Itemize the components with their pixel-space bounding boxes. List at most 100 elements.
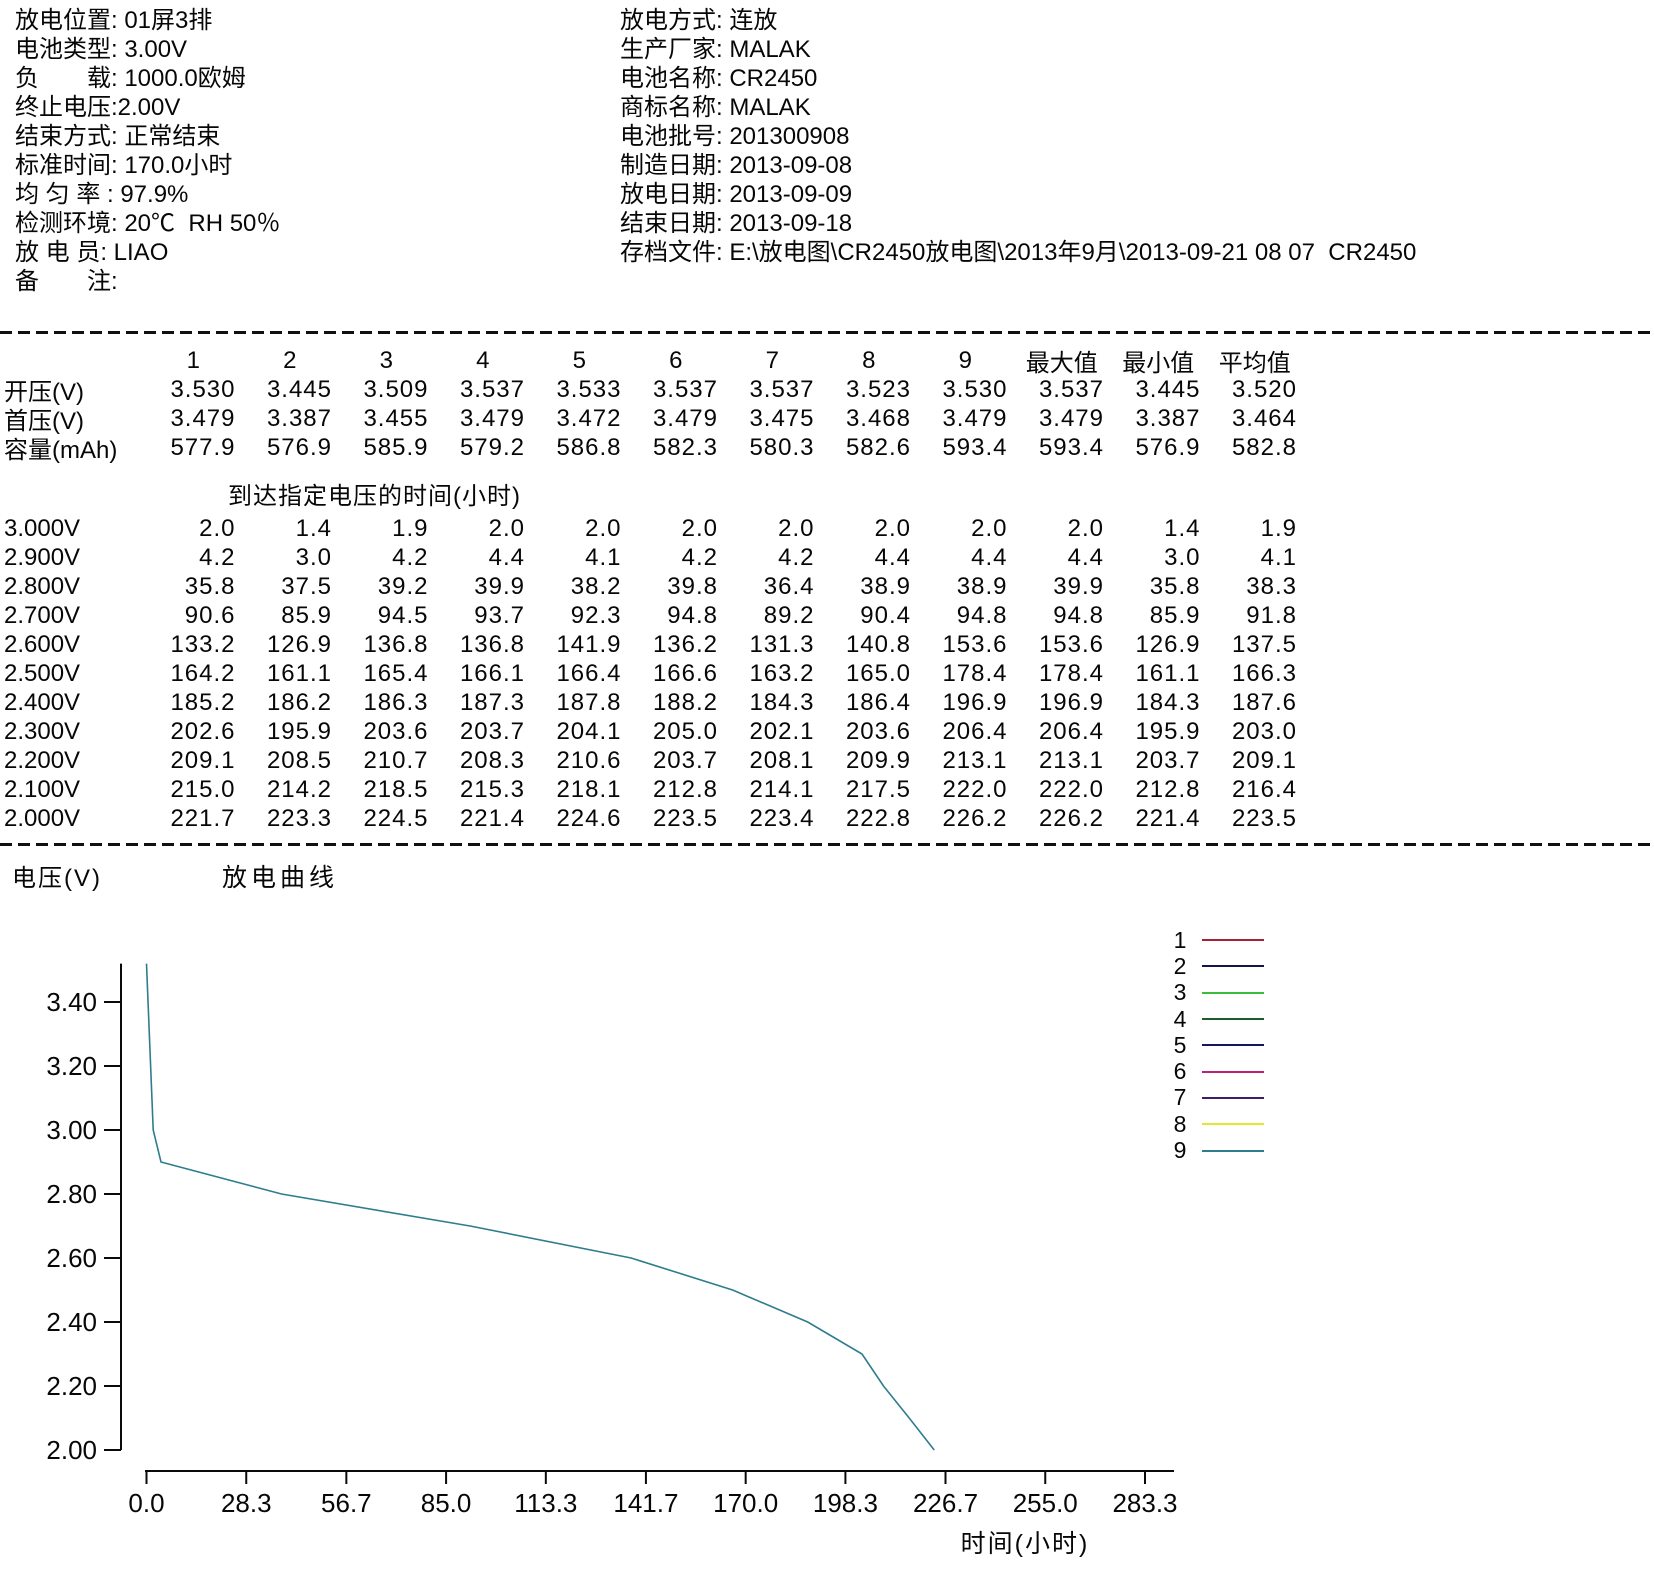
legend-label: 5: [1173, 1031, 1187, 1058]
cell-value: 39.8: [667, 572, 718, 600]
report-info-right-column: 放电方式: 连放 生产厂家: MALAK 电池名称: CR2450 商标名称: MAL…: [620, 6, 1416, 267]
cell-value: 214.1: [749, 775, 815, 803]
table-row: 3.000V 2.0 1.4 1.9 2.0 2.0 2.0 2.0 2.0 2.0 2.0 1.4 1…: [0, 514, 1303, 543]
cell-value: 593.4: [1038, 433, 1104, 461]
cell-value: 4.2: [199, 543, 236, 571]
cell-value: 223.4: [749, 804, 815, 832]
cell-value: 593.4: [942, 433, 1008, 461]
cell-value: 196.9: [1038, 688, 1104, 716]
row-label: 开压(V): [4, 379, 84, 406]
cell-value: 213.1: [942, 746, 1008, 774]
legend-line-swatch: [1202, 991, 1264, 994]
table-row: 2.500V 164.2 161.1 165.4 166.1 166.4 166.6 163.…: [0, 659, 1303, 688]
cell-value: 210.6: [556, 746, 622, 774]
table-row: 开压(V) 3.530 3.445 3.509 3.537 3.533 3.537 3.537…: [0, 372, 1303, 407]
cell-value: 224.5: [363, 804, 429, 832]
table-row: 2.000V 221.7 223.3 224.5 221.4 224.6 223.5 223.…: [0, 804, 1303, 833]
column-header: 6: [669, 346, 683, 374]
cell-value: 165.4: [363, 659, 429, 687]
cell-value: 2.0: [874, 514, 911, 542]
legend-label: 4: [1173, 1005, 1187, 1032]
cell-value: 38.3: [1246, 572, 1297, 600]
cell-value: 39.9: [1053, 572, 1104, 600]
table-row: 首压(V) 3.479 3.387 3.455 3.479 3.472 3.479 3.475…: [0, 401, 1303, 436]
cell-value: 3.520: [1231, 375, 1297, 403]
legend-item: 9: [1168, 1137, 1264, 1163]
cell-value: 4.4: [971, 543, 1008, 571]
cell-value: 166.6: [652, 659, 718, 687]
cell-value: 208.1: [749, 746, 815, 774]
cell-value: 576.9: [1135, 433, 1201, 461]
row-label: 2.900V: [4, 543, 81, 571]
row-label: 2.100V: [4, 775, 81, 803]
cell-value: 2.0: [199, 514, 236, 542]
info-row: 生产厂家: MALAK: [620, 36, 811, 63]
cell-value: 222.8: [845, 804, 911, 832]
cell-value: 2.0: [971, 514, 1008, 542]
info-row: 结束方式: 正常结束: [15, 123, 221, 150]
cell-value: 218.1: [556, 775, 622, 803]
table-row: 2.400V 185.2 186.2 186.3 187.3 187.8 188.2 184.…: [0, 688, 1303, 717]
row-label: 2.800V: [4, 572, 81, 600]
cell-value: 35.8: [184, 572, 236, 600]
cell-value: 212.8: [652, 775, 718, 803]
x-tick-label: 170.0: [713, 1488, 778, 1518]
cell-value: 184.3: [749, 688, 815, 716]
legend-label: 2: [1173, 952, 1187, 979]
x-tick-label: 85.0: [421, 1488, 472, 1518]
info-row: 商标名称: MALAK: [620, 94, 811, 121]
cell-value: 187.3: [459, 688, 525, 716]
cell-value: 3.523: [845, 375, 911, 403]
cell-value: 195.9: [1135, 717, 1201, 745]
legend-item: 1: [1168, 927, 1264, 953]
cell-value: 221.4: [1135, 804, 1201, 832]
cell-value: 186.4: [845, 688, 911, 716]
cell-value: 215.0: [170, 775, 236, 803]
discharge-curve: [145, 963, 935, 1451]
row-label: 2.700V: [4, 601, 81, 629]
cell-value: 195.9: [266, 717, 332, 745]
cell-value: 209.1: [1231, 746, 1297, 774]
row-label: 2.400V: [4, 688, 81, 716]
cell-value: 3.479: [1038, 404, 1104, 432]
y-tick-label: 3.00: [46, 1115, 97, 1145]
x-tick-label: 113.3: [514, 1488, 577, 1518]
discharge-curve-chart: 3.40 3.20 3.00 2.80 2.60 2.40 2.20 2.00 0.0 28.3 5…: [46, 963, 1178, 1518]
cell-value: 1.4: [1164, 514, 1201, 542]
legend-line-swatch: [1202, 1018, 1264, 1021]
column-header: 平均值: [1218, 350, 1291, 377]
x-tick-label: 28.3: [221, 1488, 272, 1518]
cell-value: 161.1: [1135, 659, 1201, 687]
cell-value: 205.0: [652, 717, 718, 745]
cell-value: 3.0: [295, 543, 332, 571]
cell-value: 140.8: [845, 630, 911, 658]
legend-line-swatch: [1202, 1149, 1264, 1152]
table-row: 2.600V 133.2 126.9 136.8 136.8 141.9 136.2 131.…: [0, 630, 1303, 659]
cell-value: 203.7: [459, 717, 525, 745]
legend-item: 5: [1168, 1032, 1264, 1058]
table-row: 2.900V 4.2 3.0 4.2 4.4 4.1 4.2 4.2 4.4 4.4 4.4 3.0 4…: [0, 543, 1303, 572]
column-header: 4: [476, 346, 490, 374]
info-row: 备 注:: [15, 268, 118, 295]
cell-value: 3.479: [652, 404, 718, 432]
cell-value: 92.3: [570, 601, 622, 629]
cell-value: 131.3: [749, 630, 815, 658]
cell-value: 2.0: [585, 514, 622, 542]
row-label: 2.000V: [4, 804, 81, 832]
cell-value: 38.9: [956, 572, 1008, 600]
cell-value: 3.533: [556, 375, 622, 403]
cell-value: 580.3: [749, 433, 815, 461]
cell-value: 210.7: [363, 746, 429, 774]
cell-value: 4.1: [585, 543, 622, 571]
cell-value: 89.2: [763, 601, 815, 629]
cell-value: 223.5: [652, 804, 718, 832]
cell-value: 576.9: [266, 433, 332, 461]
cell-value: 3.464: [1231, 404, 1297, 432]
cell-value: 38.2: [570, 572, 622, 600]
info-row: 电池名称: CR2450: [620, 65, 818, 92]
cell-value: 3.537: [749, 375, 815, 403]
cell-value: 3.537: [652, 375, 718, 403]
x-tick-label: 141.7: [613, 1488, 678, 1518]
cell-value: 161.1: [266, 659, 332, 687]
